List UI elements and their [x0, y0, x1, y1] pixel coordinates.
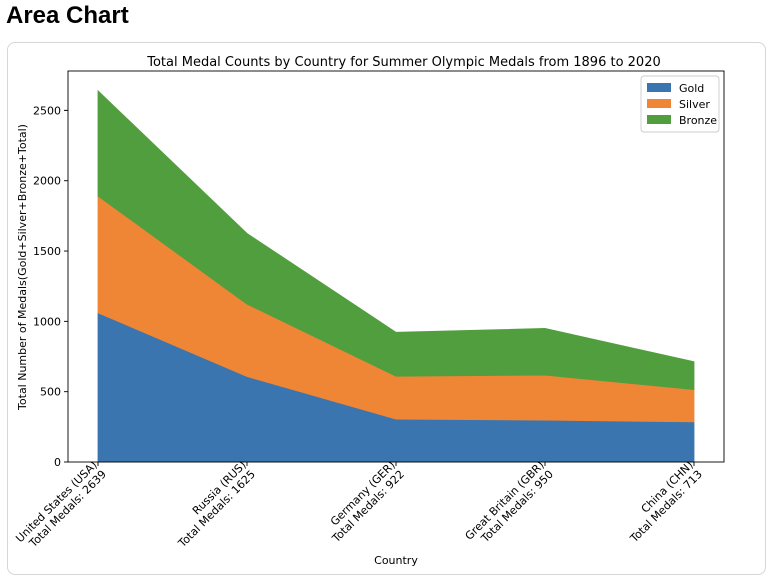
legend-swatch-bronze	[647, 115, 671, 124]
x-tick-label: Russia (RUS)Total Medals: 1625	[175, 459, 258, 551]
x-axis-label: Country	[374, 554, 418, 567]
legend-label-bronze: Bronze	[679, 114, 717, 127]
y-tick-label: 1500	[33, 245, 61, 258]
legend-label-silver: Silver	[679, 98, 710, 111]
x-tick-label: Great Britain (GBR)Total Medals: 950	[463, 459, 556, 546]
area-series-group	[97, 89, 695, 463]
area-bronze	[97, 89, 695, 391]
y-axis-label: Total Number of Medals(Gold+Silver+Bronz…	[16, 124, 29, 411]
y-axis: 0 500 1000 1500 2000 2500	[33, 104, 68, 469]
y-tick-label: 2500	[33, 104, 61, 117]
chart-card: Total Medal Counts by Country for Summer…	[7, 42, 766, 575]
x-tick-label: United States (USA)Total Medals: 2639	[13, 459, 109, 551]
y-tick-label: 1000	[33, 315, 61, 328]
x-tick-label: China (CHN)Total Medals: 713	[627, 459, 705, 546]
x-tick-total-label: Total Medals: 1625	[175, 468, 258, 551]
x-axis: United States (USA)Total Medals: 2639 Rus…	[13, 459, 705, 551]
x-tick-country-label: United States (USA)	[13, 459, 100, 546]
legend-swatch-gold	[647, 83, 671, 92]
legend-swatch-silver	[647, 99, 671, 108]
x-tick-label: Germany (GER)Total Medals: 922	[328, 459, 407, 546]
legend: Gold Silver Bronze	[640, 75, 720, 133]
x-tick-country-label: Great Britain (GBR)	[463, 459, 547, 543]
y-tick-label: 2000	[33, 175, 61, 188]
y-tick-label: 0	[54, 456, 61, 469]
page-heading: Area Chart	[6, 2, 129, 29]
legend-label-gold: Gold	[679, 82, 704, 95]
x-tick-total-label: Total Medals: 2639	[26, 468, 109, 551]
y-tick-label: 500	[40, 386, 61, 399]
chart-title: Total Medal Counts by Country for Summer…	[146, 55, 661, 70]
area-chart: Total Medal Counts by Country for Summer…	[13, 55, 725, 567]
